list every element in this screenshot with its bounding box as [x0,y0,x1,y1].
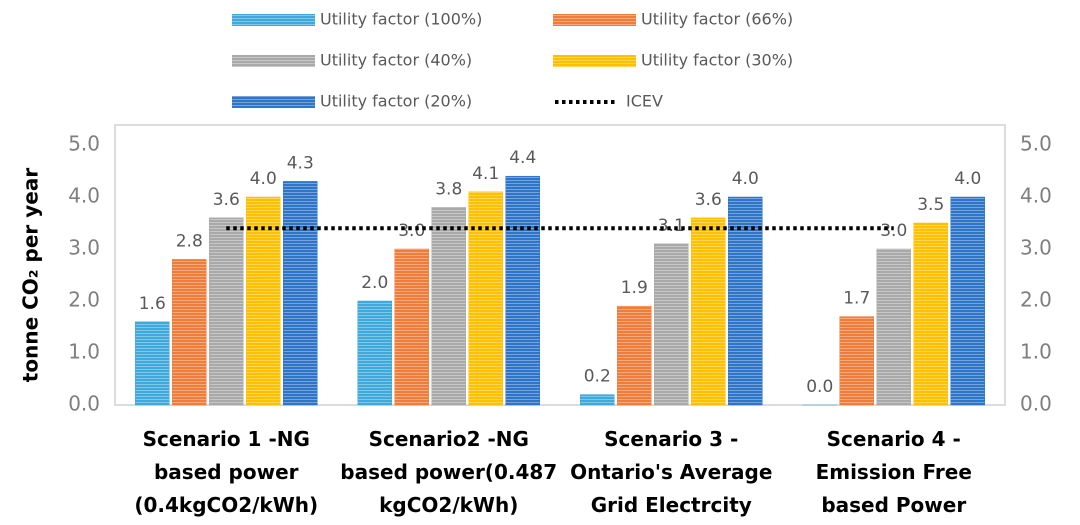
legend-label: Utility factor (40%) [320,51,472,70]
value-label: 0.0 [806,377,833,397]
bar [431,207,466,406]
bar [839,316,874,406]
y-tick-label: 5.0 [68,132,100,156]
y2-tick-label: 1.0 [1020,340,1052,364]
bar [691,217,726,406]
legend-label: Utility factor (100%) [320,10,482,29]
value-label: 3.0 [398,221,425,241]
value-label: 0.2 [584,367,611,387]
value-label: 4.4 [509,148,536,168]
x-tick-label: Scenario 3 -Ontario's Average Grid Electr… [570,427,772,517]
legend-swatch [232,96,315,108]
x-tick-label: Scenario 4 -Emission Free based Power [816,427,972,517]
value-label: 3.0 [880,221,907,241]
value-label: 1.9 [621,278,648,298]
legend-label: ICEV [626,92,663,111]
value-label: 3.8 [435,179,462,199]
value-label: 3.5 [917,195,944,215]
bar [246,196,281,406]
bar [728,196,763,406]
legend-swatch [232,55,315,67]
bar [468,191,503,406]
value-label: 4.1 [472,164,499,184]
legend-label: Utility factor (66%) [641,10,793,29]
legend-swatch [553,14,636,26]
value-label: 1.7 [843,289,870,309]
value-label: 4.0 [250,169,277,189]
y2-tick-label: 5.0 [1020,132,1052,156]
value-label: 3.6 [213,190,240,210]
bar [283,181,318,406]
bar [209,217,244,406]
y2-tick-label: 0.0 [1020,392,1052,416]
legend-swatch [553,55,636,67]
bar [913,222,948,406]
bar [617,305,652,406]
bar [505,175,540,406]
bar [950,196,985,406]
bar [654,243,689,406]
bar [876,248,911,406]
value-label: 3.1 [658,216,685,236]
y2-tick-label: 3.0 [1020,236,1052,260]
y2-tick-label: 4.0 [1020,184,1052,208]
value-label: 1.6 [139,294,166,314]
y2-tick-label: 2.0 [1020,288,1052,312]
value-label: 4.0 [732,169,759,189]
x-tick-label: Scenario2 -NG based power(0.487 kgCO2/kWh) [340,427,557,517]
y-tick-label: 0.0 [68,392,100,416]
x-tick-label: Scenario 1 -NG based power (0.4kgCO2/kWh) [134,427,318,517]
legend-label: Utility factor (30%) [641,51,793,70]
value-label: 4.3 [287,153,314,173]
bar [580,394,615,406]
value-label: 2.0 [361,273,388,293]
bar [394,248,429,406]
y-tick-label: 3.0 [68,236,100,260]
bar [135,321,170,406]
y-tick-label: 1.0 [68,340,100,364]
y-axis-label: tonne CO₂ per year [19,168,43,383]
value-label: 4.0 [954,169,981,189]
bar [172,259,207,406]
value-label: 3.6 [695,190,722,210]
value-label: 2.8 [176,231,203,251]
legend-swatch [232,14,315,26]
legend-label: Utility factor (20%) [320,92,472,111]
y-tick-label: 4.0 [68,184,100,208]
bar [357,300,392,406]
y-tick-label: 2.0 [68,288,100,312]
plot-border [114,124,1006,406]
